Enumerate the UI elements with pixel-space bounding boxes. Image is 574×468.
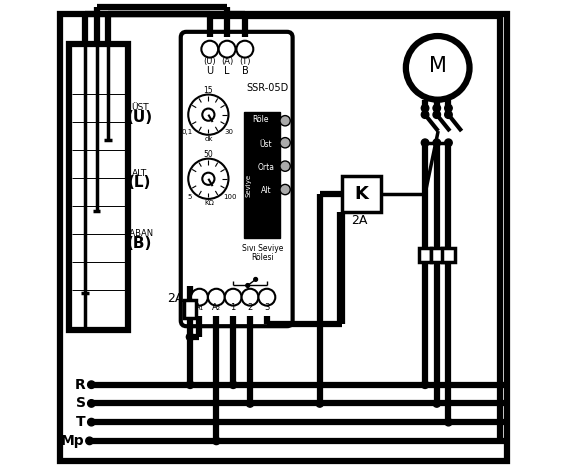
Circle shape [445, 418, 452, 426]
Circle shape [88, 418, 95, 426]
Circle shape [433, 400, 440, 407]
Circle shape [187, 381, 194, 388]
Text: Orta: Orta [257, 163, 274, 172]
Text: L: L [224, 66, 230, 76]
Text: Röle: Röle [252, 115, 269, 124]
Bar [443, 248, 455, 262]
Text: 2: 2 [247, 303, 253, 312]
Circle shape [219, 41, 235, 58]
Circle shape [246, 284, 250, 287]
Circle shape [188, 95, 228, 135]
Text: 0,1: 0,1 [182, 130, 193, 135]
Circle shape [445, 104, 452, 112]
Bar [430, 248, 443, 262]
Text: SSR-05D: SSR-05D [246, 83, 289, 93]
Text: 15: 15 [204, 86, 213, 95]
Circle shape [202, 173, 215, 185]
Text: 2A: 2A [351, 214, 368, 227]
Text: 3: 3 [264, 303, 270, 312]
Circle shape [191, 289, 208, 306]
Text: Seviye: Seviye [246, 174, 251, 197]
Text: B: B [242, 66, 248, 76]
Circle shape [208, 289, 225, 306]
Circle shape [88, 400, 95, 407]
Circle shape [225, 289, 242, 306]
Text: Alt: Alt [261, 186, 271, 196]
Circle shape [445, 111, 452, 118]
Circle shape [258, 289, 276, 306]
Circle shape [433, 111, 440, 118]
Circle shape [280, 184, 290, 195]
Circle shape [421, 111, 429, 118]
Text: (B): (B) [127, 236, 152, 251]
Text: TABAN: TABAN [125, 229, 153, 239]
FancyBboxPatch shape [181, 32, 293, 326]
Circle shape [201, 41, 218, 58]
Text: KΩ: KΩ [204, 200, 214, 206]
Text: (L): (L) [128, 175, 152, 190]
Text: 2A: 2A [168, 292, 184, 305]
Circle shape [280, 138, 290, 148]
Circle shape [421, 104, 429, 112]
Text: R: R [75, 378, 86, 392]
Text: (A): (A) [221, 57, 233, 66]
Text: 5: 5 [188, 194, 192, 199]
Circle shape [433, 139, 440, 146]
Circle shape [254, 278, 258, 281]
Text: Mp: Mp [60, 434, 84, 448]
Circle shape [188, 159, 228, 199]
Text: ALT: ALT [132, 168, 147, 178]
Circle shape [88, 381, 95, 388]
Bar [244, 112, 281, 238]
Bar [342, 176, 381, 212]
Circle shape [445, 139, 452, 146]
Circle shape [280, 116, 290, 126]
Text: M: M [429, 56, 447, 75]
Text: Sıvı Seviye: Sıvı Seviye [242, 243, 283, 253]
Circle shape [280, 161, 290, 171]
Circle shape [86, 437, 93, 445]
Circle shape [316, 400, 324, 407]
Circle shape [406, 36, 470, 100]
Circle shape [421, 139, 429, 146]
Text: (U): (U) [126, 110, 153, 124]
Circle shape [202, 109, 215, 121]
Text: K: K [355, 185, 369, 203]
Text: ÜST: ÜST [131, 103, 149, 112]
Text: T: T [76, 415, 86, 429]
Circle shape [187, 333, 194, 341]
Bar [244, 112, 281, 126]
Bar [184, 300, 196, 318]
Text: (U): (U) [203, 57, 216, 66]
Circle shape [212, 437, 220, 445]
Circle shape [242, 289, 258, 306]
Bar [419, 248, 431, 262]
Text: 50: 50 [204, 150, 214, 159]
Circle shape [230, 381, 237, 388]
Circle shape [421, 381, 429, 388]
Bar [69, 44, 128, 330]
Text: U: U [206, 66, 214, 76]
Text: 1: 1 [231, 303, 236, 312]
Text: dk: dk [205, 136, 214, 142]
Circle shape [236, 41, 253, 58]
Text: (T): (T) [239, 57, 251, 66]
Text: A₁: A₁ [195, 303, 204, 312]
Circle shape [246, 400, 254, 407]
Text: A₂: A₂ [212, 303, 221, 312]
Text: 30: 30 [224, 130, 233, 135]
Circle shape [433, 104, 440, 112]
Text: 100: 100 [224, 194, 237, 199]
Text: Rölesi: Rölesi [251, 253, 274, 262]
Text: S: S [76, 396, 86, 410]
Text: Üst: Üst [259, 139, 272, 149]
